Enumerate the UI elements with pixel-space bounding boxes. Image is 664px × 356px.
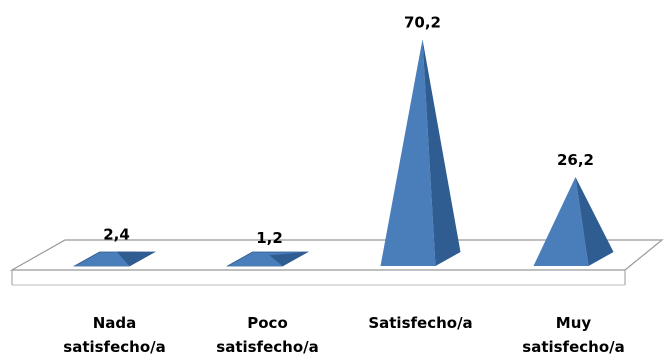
pyramid-side: [575, 176, 614, 266]
x-tick-label: Satisfecho/a: [368, 314, 472, 332]
pyramid-front: [227, 255, 283, 266]
x-tick-label: Poco satisfecho/a: [216, 314, 318, 356]
value-label: 1,2: [256, 229, 283, 247]
pyramid-side: [116, 251, 155, 266]
floor: [9, 239, 664, 271]
pyramid-front: [380, 39, 436, 266]
value-label: 70,2: [404, 13, 441, 31]
pyramid-side: [269, 252, 308, 266]
x-tick-label: Nada satisfecho/a: [63, 314, 165, 356]
pyramid: [72, 251, 157, 267]
value-label: 26,2: [557, 151, 594, 169]
x-tick-label: Muy satisfecho/a: [522, 314, 624, 356]
pyramid-side: [422, 39, 461, 266]
pyramid: [533, 176, 614, 266]
value-label: 2,4: [103, 225, 130, 243]
pyramid-front: [74, 251, 130, 266]
pyramid-front: [533, 176, 589, 266]
pyramid: [225, 251, 310, 267]
pyramid: [380, 39, 461, 266]
